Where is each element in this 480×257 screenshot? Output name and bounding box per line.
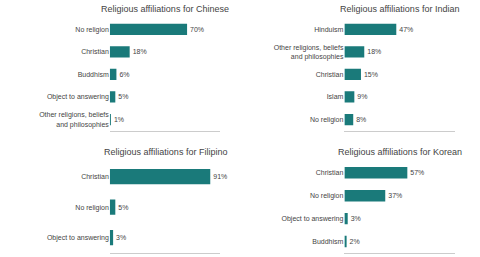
svg-text:47%: 47%: [399, 26, 413, 33]
svg-text:No religion: No religion: [75, 26, 109, 34]
svg-text:37%: 37%: [388, 192, 402, 199]
svg-text:8%: 8%: [356, 116, 366, 123]
svg-text:Christian: Christian: [81, 173, 109, 180]
svg-text:91%: 91%: [213, 173, 227, 180]
svg-text:3%: 3%: [351, 215, 361, 222]
svg-text:Buddhism: Buddhism: [312, 238, 343, 245]
svg-text:No religion: No religion: [310, 116, 344, 124]
svg-text:1%: 1%: [114, 116, 124, 123]
svg-text:Other religions, beliefsand ph: Other religions, beliefsand philosophies: [274, 44, 344, 61]
svg-text:Christian: Christian: [316, 71, 344, 78]
svg-text:Religious affiliations for Chi: Religious affiliations for Chinese: [101, 4, 229, 14]
svg-text:Object to answering: Object to answering: [47, 234, 109, 242]
svg-text:57%: 57%: [410, 169, 424, 176]
svg-text:No religion: No religion: [75, 204, 109, 212]
svg-text:Religious affiliations for Fil: Religious affiliations for Filipino: [104, 147, 227, 157]
svg-text:15%: 15%: [364, 71, 378, 78]
svg-text:Object to answering: Object to answering: [47, 93, 109, 101]
svg-text:5%: 5%: [118, 93, 128, 100]
svg-text:70%: 70%: [190, 26, 204, 33]
svg-text:Other religions, beliefsand ph: Other religions, beliefsand philosophies: [39, 111, 109, 128]
svg-text:Islam: Islam: [327, 93, 344, 100]
svg-text:Religious affiliations for Kor: Religious affiliations for Korean: [338, 147, 462, 157]
svg-text:6%: 6%: [119, 71, 129, 78]
svg-text:Object to answering: Object to answering: [282, 215, 344, 223]
svg-text:18%: 18%: [367, 48, 381, 55]
svg-text:2%: 2%: [350, 238, 360, 245]
svg-text:Christian: Christian: [81, 48, 109, 55]
svg-text:Religious affiliations for Ind: Religious affiliations for Indian: [340, 4, 459, 14]
svg-text:9%: 9%: [357, 93, 367, 100]
svg-text:5%: 5%: [118, 204, 128, 211]
svg-text:Christian: Christian: [316, 169, 344, 176]
svg-text:3%: 3%: [116, 234, 126, 241]
svg-text:No religion: No religion: [310, 192, 344, 200]
svg-text:Hinduism: Hinduism: [314, 26, 343, 33]
svg-text:18%: 18%: [133, 48, 147, 55]
svg-text:Buddhism: Buddhism: [78, 71, 109, 78]
